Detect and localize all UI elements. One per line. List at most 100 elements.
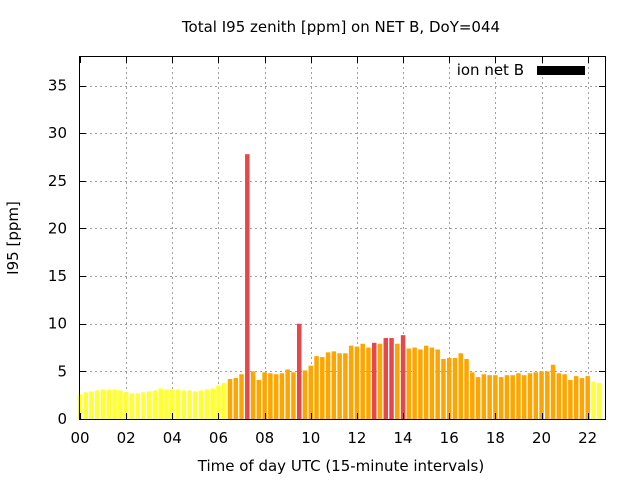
bar (579, 378, 585, 419)
x-tick-label: 06 (209, 429, 228, 447)
bar (383, 338, 389, 419)
bar (510, 375, 515, 419)
bar (227, 378, 233, 419)
bar (504, 375, 510, 419)
bar (366, 347, 371, 419)
y-tick-label: 25 (48, 172, 67, 190)
bar (198, 390, 204, 419)
bar (435, 349, 440, 419)
bar (95, 390, 100, 419)
bar (296, 323, 302, 419)
bar (245, 154, 250, 420)
x-tick-label: 12 (347, 429, 366, 447)
bar (498, 377, 504, 419)
x-tick-label: 00 (70, 429, 89, 447)
bar (591, 381, 596, 419)
y-axis-label: I95 [ppm] (4, 201, 22, 275)
bar (308, 365, 314, 419)
bar (573, 376, 579, 419)
bar (331, 351, 337, 419)
bar (423, 345, 429, 419)
grid-lines (80, 57, 605, 419)
bar (596, 382, 602, 419)
y-tick-label: 35 (48, 77, 67, 95)
bar (418, 349, 423, 419)
x-tick-label: 20 (532, 429, 551, 447)
bar (123, 392, 129, 419)
bar (152, 390, 158, 419)
bar (377, 343, 383, 419)
bar (285, 369, 290, 419)
bar (158, 388, 164, 419)
bar (221, 382, 227, 419)
bar (406, 348, 412, 419)
bar (325, 352, 331, 419)
x-tick-label: 22 (578, 429, 597, 447)
x-tick-label: 02 (117, 429, 136, 447)
bar (170, 389, 175, 419)
bar (100, 389, 106, 419)
bar (164, 389, 169, 419)
bar (568, 379, 573, 419)
bar (262, 372, 267, 419)
y-tick-label: 30 (48, 124, 67, 142)
bar (516, 373, 521, 419)
bar (475, 377, 481, 419)
y-tick-label: 15 (48, 267, 67, 285)
bar (429, 347, 435, 419)
bar (268, 373, 273, 419)
bar (464, 358, 469, 419)
bar (452, 358, 458, 419)
y-tick-label: 20 (48, 219, 67, 237)
x-tick-label: 10 (301, 429, 320, 447)
y-tick-label: 5 (57, 362, 67, 380)
x-tick-label: 04 (163, 429, 182, 447)
legend: ion net B (457, 61, 585, 79)
bar (302, 370, 308, 419)
bars (77, 154, 602, 420)
bar (256, 379, 262, 419)
bar (89, 391, 94, 419)
bar (204, 389, 210, 419)
bar (210, 388, 215, 419)
bar (389, 338, 394, 419)
bar (441, 358, 446, 419)
bar (135, 393, 140, 419)
bar (279, 373, 285, 419)
bar (175, 389, 181, 419)
bar (585, 376, 590, 419)
bar (556, 373, 562, 419)
bar (354, 346, 360, 419)
bar (83, 392, 89, 419)
y-tick-labels: 0 5 10 15 20 25 30 35 (48, 77, 67, 428)
bar (250, 371, 256, 419)
bar (343, 353, 348, 419)
x-tick-label: 16 (440, 429, 459, 447)
bar (314, 356, 319, 419)
bar (141, 392, 146, 419)
x-tick-labels: 00 02 04 06 08 10 12 14 16 18 20 22 (70, 429, 597, 447)
y-tick-label: 0 (57, 410, 67, 428)
bar (291, 372, 296, 419)
legend-swatch (537, 66, 585, 75)
bar (233, 378, 239, 419)
x-axis-label: Time of day UTC (15-minute intervals) (197, 457, 484, 475)
legend-label: ion net B (457, 61, 524, 79)
bar (550, 364, 556, 419)
bar (320, 357, 325, 419)
axis-ticks (80, 57, 605, 420)
bar (348, 345, 354, 419)
bar (193, 391, 198, 419)
bar (539, 371, 544, 419)
bar (533, 372, 539, 419)
bar (487, 375, 492, 419)
bar (181, 390, 187, 419)
bar (527, 373, 533, 419)
bar (106, 389, 112, 419)
bar (187, 390, 192, 419)
bar (481, 374, 487, 419)
chart-title: Total I95 zenith [ppm] on NET B, DoY=044 (181, 18, 500, 36)
bar (118, 390, 123, 419)
